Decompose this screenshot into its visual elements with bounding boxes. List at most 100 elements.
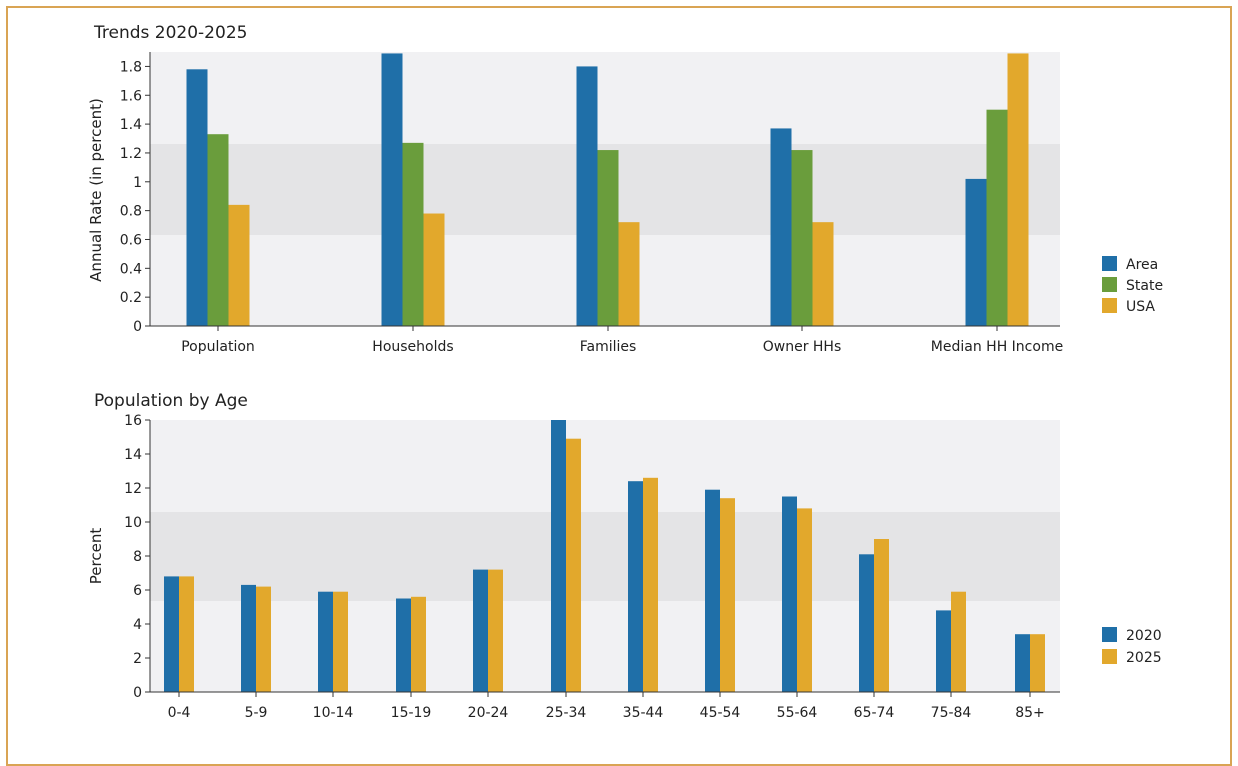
bar-2025 xyxy=(874,539,889,692)
y-tick-label: 2 xyxy=(133,651,142,667)
y-tick-label: 8 xyxy=(133,549,142,565)
bar-usa xyxy=(618,222,640,326)
y-tick-label: 14 xyxy=(124,447,142,463)
bar-area xyxy=(186,69,208,326)
legend-label: State xyxy=(1126,278,1163,294)
bar-2025 xyxy=(643,477,658,692)
y-tick-label: 0.6 xyxy=(120,232,142,248)
trends-chart: Trends 2020-2025 Annual Rate (in percent… xyxy=(87,23,1163,355)
age-chart-title: Population by Age xyxy=(94,391,248,411)
x-tick-label: 55-64 xyxy=(777,705,818,721)
trends-x-ticks: Population Households Families Owner HHs Med… xyxy=(181,326,1063,355)
legend-swatch xyxy=(1102,627,1117,642)
age-x-ticks: 0-4 5-9 10-14 15-19 20-24 25-34 35-44 45-54 55-6… xyxy=(168,692,1045,721)
bar-2020 xyxy=(473,569,488,692)
x-tick-label: 5-9 xyxy=(245,705,268,721)
bar-usa xyxy=(812,222,834,326)
x-tick-label: Owner HHs xyxy=(763,339,842,355)
age-bars xyxy=(164,420,1045,692)
legend-label: Area xyxy=(1126,257,1158,273)
legend-swatch xyxy=(1102,277,1117,292)
legend-swatch xyxy=(1102,256,1117,271)
bar-2020 xyxy=(782,496,797,692)
bar-2020 xyxy=(318,591,333,692)
bar-usa xyxy=(1007,53,1029,326)
x-tick-label: Population xyxy=(181,339,255,355)
bar-state xyxy=(207,134,229,326)
x-tick-label: 20-24 xyxy=(468,705,509,721)
x-tick-label: 15-19 xyxy=(391,705,432,721)
x-tick-label: 65-74 xyxy=(854,705,895,721)
legend-swatch xyxy=(1102,649,1117,664)
y-tick-label: 1.4 xyxy=(120,117,142,133)
bar-state xyxy=(986,109,1008,327)
x-tick-label: 75-84 xyxy=(931,705,972,721)
age-plot-band xyxy=(150,512,1060,601)
x-tick-label: 0-4 xyxy=(168,705,191,721)
x-tick-label: 25-34 xyxy=(546,705,587,721)
age-legend: 2020 2025 xyxy=(1102,627,1162,666)
bar-2025 xyxy=(179,576,194,692)
y-tick-label: 1.8 xyxy=(120,59,142,75)
y-tick-label: 0.8 xyxy=(120,204,142,220)
x-tick-label: 45-54 xyxy=(700,705,741,721)
bar-2025 xyxy=(411,596,426,692)
bar-area xyxy=(576,66,598,326)
bar-2020 xyxy=(705,489,720,692)
bar-2025 xyxy=(951,591,966,692)
trends-chart-title: Trends 2020-2025 xyxy=(93,23,247,43)
trends-bars xyxy=(186,53,1029,327)
legend-label: 2025 xyxy=(1126,650,1162,666)
bar-2020 xyxy=(936,610,951,692)
bar-state xyxy=(597,150,619,326)
y-tick-label: 1.2 xyxy=(120,146,142,162)
x-tick-label: Median HH Income xyxy=(931,339,1063,355)
bar-usa xyxy=(228,204,250,326)
x-tick-label: 35-44 xyxy=(623,705,664,721)
bar-state xyxy=(402,142,424,326)
trends-y-axis-label: Annual Rate (in percent) xyxy=(87,98,105,282)
age-chart: Population by Age Percent 0246810121416 … xyxy=(87,391,1162,721)
y-tick-label: 0 xyxy=(133,685,142,701)
bar-area xyxy=(770,128,792,326)
bar-2020 xyxy=(241,584,256,692)
y-tick-label: 12 xyxy=(124,481,142,497)
bar-2025 xyxy=(797,508,812,692)
age-y-ticks: 0 2 4 6 8 10 12 14 16 xyxy=(124,413,150,701)
age-y-axis-label: Percent xyxy=(87,528,105,585)
bar-2020 xyxy=(164,576,179,692)
y-tick-label: 10 xyxy=(124,515,142,531)
bar-2025 xyxy=(566,438,581,692)
y-tick-label: 0 xyxy=(133,319,142,335)
bar-2025 xyxy=(720,498,735,692)
charts-canvas: Trends 2020-2025 Annual Rate (in percent… xyxy=(87,23,1163,721)
bar-usa xyxy=(423,213,445,326)
x-tick-label: 85+ xyxy=(1015,705,1045,721)
y-tick-label: 16 xyxy=(124,413,142,429)
y-tick-label: 4 xyxy=(133,617,142,633)
bar-area xyxy=(965,178,987,326)
bar-area xyxy=(381,53,403,326)
bar-2020 xyxy=(628,481,643,692)
y-tick-label: 6 xyxy=(133,583,142,599)
bar-2025 xyxy=(1030,634,1045,692)
y-tick-label: 0.4 xyxy=(120,261,142,277)
bar-2025 xyxy=(256,586,271,692)
x-tick-label: Families xyxy=(580,339,637,355)
legend-swatch xyxy=(1102,298,1117,313)
bar-2020 xyxy=(1015,634,1030,692)
trends-y-ticks: 0 0.2 0.4 0.6 0.8 1 1.2 1.4 1.6 1.8 xyxy=(120,59,150,335)
bar-2020 xyxy=(396,598,411,692)
legend-label: USA xyxy=(1126,299,1155,315)
x-tick-label: Households xyxy=(372,339,453,355)
trends-legend: Area State USA xyxy=(1102,256,1163,315)
bar-2020 xyxy=(551,420,566,692)
bar-2025 xyxy=(488,569,503,692)
bar-2025 xyxy=(333,591,348,692)
bar-2020 xyxy=(859,554,874,692)
y-tick-label: 1.6 xyxy=(120,88,142,104)
legend-label: 2020 xyxy=(1126,628,1162,644)
x-tick-label: 10-14 xyxy=(313,705,354,721)
y-tick-label: 1 xyxy=(133,175,142,191)
bar-state xyxy=(791,150,813,326)
